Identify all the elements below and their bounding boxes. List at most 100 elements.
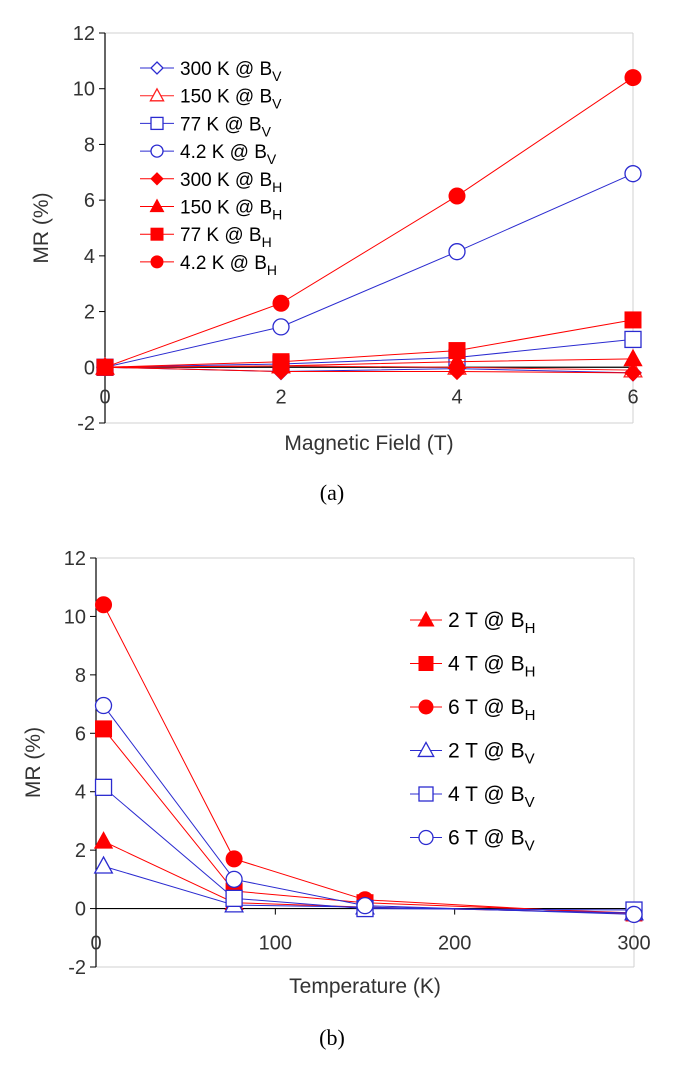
legend-marker <box>417 741 435 758</box>
legend-marker <box>418 656 434 671</box>
series <box>96 69 642 376</box>
data-point <box>95 720 113 738</box>
series <box>95 596 643 923</box>
x-tick-label: 300 <box>617 933 650 955</box>
y-tick-label: 2 <box>75 840 86 862</box>
x-axis-title: Temperature (K) <box>289 975 441 998</box>
data-point <box>96 358 114 376</box>
series <box>96 358 642 382</box>
y-tick-label: 6 <box>84 190 95 212</box>
data-point <box>448 187 466 205</box>
data-point <box>272 353 290 371</box>
y-tick-label: 10 <box>64 606 86 628</box>
legend-marker <box>418 829 434 846</box>
data-point <box>356 897 374 915</box>
data-point <box>94 696 113 715</box>
legend-marker <box>149 198 165 213</box>
series-line <box>104 77 634 368</box>
y-tick-label: 4 <box>84 246 95 268</box>
legend-label: 77 K @ BH <box>180 225 272 250</box>
series-line <box>103 705 635 915</box>
legend-label: 4.2 K @ BV <box>180 142 277 167</box>
x-tick-label: 100 <box>259 933 292 955</box>
y-tick-label: -2 <box>68 957 86 979</box>
data-point <box>447 351 467 370</box>
data-point <box>625 905 643 924</box>
legend-label: 300 K @ BH <box>180 170 282 195</box>
legend-marker <box>150 255 164 269</box>
data-point <box>624 69 642 87</box>
y-tick-label: 12 <box>73 23 95 45</box>
y-tick-label: -2 <box>77 413 95 435</box>
legend-marker <box>150 227 164 241</box>
y-tick-label: 10 <box>73 79 95 101</box>
x-axis-title: Magnetic Field (T) <box>284 432 453 455</box>
data-point <box>448 243 466 261</box>
legend-marker <box>150 61 164 75</box>
legend-label: 6 T @ BV <box>448 827 535 855</box>
legend-marker <box>150 172 164 186</box>
data-point <box>272 318 290 336</box>
series <box>95 720 643 922</box>
series <box>96 165 642 376</box>
x-tick-label: 4 <box>451 386 462 408</box>
series <box>94 696 643 924</box>
y-tick-label: 0 <box>84 357 95 379</box>
y-tick-label: 4 <box>75 782 86 804</box>
legend-label: 4 T @ BV <box>448 783 535 811</box>
caption-a: (a) <box>320 480 344 505</box>
series-line <box>104 358 634 368</box>
data-point <box>93 831 114 849</box>
data-point <box>225 870 243 889</box>
series-line <box>104 338 634 368</box>
data-point <box>623 348 643 367</box>
y-tick-label: 6 <box>75 723 86 745</box>
data-point <box>93 855 114 874</box>
data-point <box>624 311 642 329</box>
data-point <box>624 165 642 183</box>
data-point <box>225 850 243 868</box>
caption-b: (b) <box>319 1025 345 1050</box>
series-line <box>103 728 635 914</box>
legend-label: 150 K @ BV <box>180 87 282 112</box>
series-line <box>104 319 634 368</box>
legend-label: 150 K @ BH <box>180 198 282 223</box>
y-tick-label: 0 <box>75 899 86 921</box>
legend-marker <box>418 699 434 715</box>
series-line <box>103 786 635 911</box>
legend-label: 6 T @ BH <box>448 696 535 724</box>
data-point <box>94 778 113 796</box>
series-line <box>104 173 634 368</box>
data-point <box>95 596 113 614</box>
data-point <box>225 889 243 907</box>
y-tick-label: 2 <box>84 302 95 324</box>
data-point <box>624 330 642 349</box>
legend: 2 T @ BH 4 T @ BH 6 T @ BH 2 T @ BV 4 T @ BV… <box>410 609 535 855</box>
y-axis-title: MR (%) <box>30 192 53 263</box>
x-tick-label: 2 <box>275 386 286 408</box>
y-tick-label: 8 <box>84 134 95 156</box>
x-tick-label: 200 <box>438 933 471 955</box>
x-tick-label: 0 <box>99 386 110 408</box>
x-tick-label: 0 <box>90 933 101 955</box>
legend-marker <box>417 610 435 627</box>
x-tick-label: 6 <box>627 386 638 408</box>
y-tick-label: 8 <box>75 665 86 687</box>
data-point <box>624 364 642 382</box>
legend-label: 2 T @ BV <box>448 740 535 768</box>
legend-label: 2 T @ BH <box>448 609 535 637</box>
legend-label: 4.2 K @ BH <box>180 253 277 278</box>
legend-marker <box>418 786 434 802</box>
data-point <box>272 294 290 312</box>
legend-marker <box>149 87 165 102</box>
legend-label: 77 K @ BV <box>180 114 272 139</box>
legend-marker <box>150 144 164 158</box>
legend-marker <box>150 116 164 131</box>
data-point <box>448 342 466 360</box>
series-line <box>103 604 635 915</box>
legend-label: 300 K @ BV <box>180 59 282 84</box>
